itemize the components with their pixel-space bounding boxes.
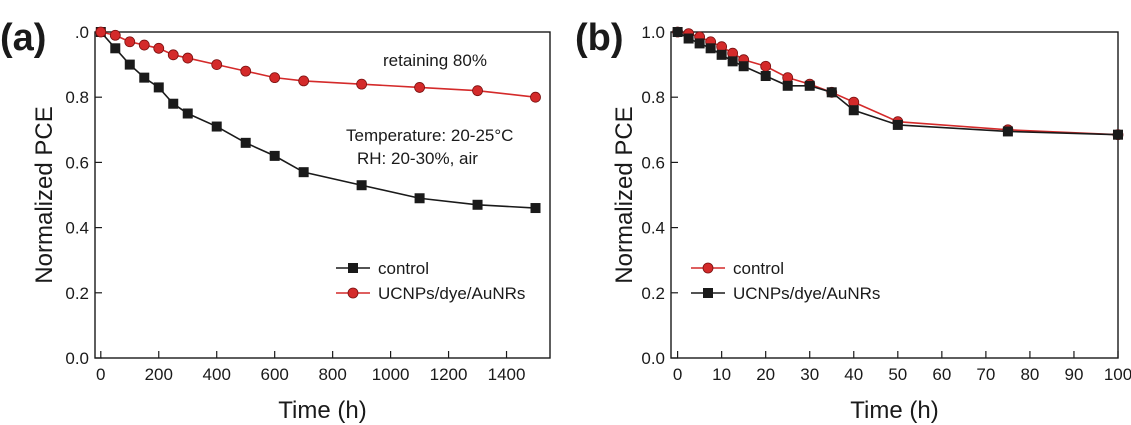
plot-frame	[670, 31, 1119, 359]
panel-label: (a)	[0, 17, 46, 59]
data-point	[1113, 129, 1123, 140]
data-point	[848, 105, 859, 116]
x-tick-label: 80	[1020, 365, 1039, 384]
y-tick-label: 0.6	[641, 153, 665, 172]
x-axis-title: Time (h)	[850, 397, 938, 424]
data-point	[168, 98, 179, 109]
data-point	[211, 59, 223, 70]
x-tick-label: 1400	[488, 365, 526, 384]
y-tick-label: 0.8	[65, 88, 89, 107]
data-point	[694, 38, 705, 49]
data-point	[298, 75, 310, 87]
y-tick-label: 0.6	[65, 153, 89, 172]
x-tick-label: 0	[96, 365, 105, 384]
legend-marker	[348, 263, 358, 273]
y-axis-title: Normalized PCE	[31, 106, 58, 283]
x-tick-label: 200	[145, 365, 173, 384]
legend-label: UCNPs/dye/AuNRs	[378, 284, 525, 303]
data-point	[109, 29, 121, 41]
panel-label: (b)	[575, 17, 624, 59]
data-point	[124, 59, 135, 70]
data-point	[182, 52, 194, 64]
x-tick-label: 50	[888, 365, 907, 384]
data-point	[892, 119, 903, 130]
data-point	[738, 61, 749, 72]
x-tick-label: 400	[203, 365, 231, 384]
y-tick-label: 0.0	[65, 349, 89, 368]
data-point	[530, 203, 541, 214]
y-tick-label: .0	[75, 23, 89, 42]
data-point	[138, 39, 150, 51]
data-point	[672, 27, 683, 37]
panel-b: (b) 0 10 20 30 40 50 60 70 80 90 100 0.0 0.2 0.4 0.6 0.8…	[575, 17, 1131, 424]
x-tick-label: 600	[260, 365, 288, 384]
legend-label: UCNPs/dye/AuNRs	[733, 284, 880, 303]
x-tick-label: 30	[800, 365, 819, 384]
panel-a: (a) 0 200 400 600 800 1000 1200 1400 0.0 0.2 0.4 0.6…	[0, 17, 551, 424]
legend-label: control	[733, 259, 784, 278]
x-tick-label: 20	[756, 365, 775, 384]
y-tick-label: 0.4	[641, 219, 665, 238]
data-point	[110, 43, 121, 54]
x-tick-label: 60	[932, 365, 951, 384]
data-point	[240, 137, 251, 148]
data-point	[414, 193, 425, 204]
data-point	[139, 72, 150, 83]
x-tick-label: 40	[844, 365, 863, 384]
data-point	[760, 60, 772, 72]
data-point	[683, 33, 694, 44]
legend-marker	[347, 287, 359, 299]
x-tick-label: 70	[976, 365, 995, 384]
x-tick-label: 10	[712, 365, 731, 384]
data-point	[269, 150, 280, 161]
y-tick-label: 0.8	[641, 88, 665, 107]
annotation: retaining 80%	[383, 51, 487, 70]
legend-marker	[703, 288, 713, 298]
data-point	[95, 26, 107, 38]
data-point	[705, 43, 716, 54]
annotation: Temperature: 20-25°C	[346, 126, 513, 145]
annotation: RH: 20-30%, air	[357, 149, 478, 168]
data-point	[124, 36, 136, 48]
data-point	[153, 42, 165, 54]
y-axis-title: Normalized PCE	[611, 106, 638, 283]
data-point	[472, 199, 483, 210]
data-point	[804, 80, 815, 91]
data-point	[414, 82, 425, 93]
data-point	[269, 72, 281, 84]
y-tick-label: 0.0	[641, 349, 665, 368]
x-tick-label: 1200	[430, 365, 468, 384]
legend-marker	[702, 262, 714, 274]
y-tick-label: 0.4	[65, 219, 89, 238]
plot-frame	[94, 31, 551, 359]
data-point	[182, 108, 193, 119]
data-point	[298, 167, 309, 178]
data-point	[826, 87, 837, 98]
x-tick-label: 0	[673, 365, 682, 384]
x-tick-label: 800	[318, 365, 346, 384]
data-point	[356, 180, 367, 191]
x-axis-title: Time (h)	[278, 397, 366, 424]
data-point	[211, 121, 222, 132]
data-point	[760, 71, 771, 82]
data-point	[716, 49, 727, 60]
x-tick-label: 90	[1064, 365, 1083, 384]
y-tick-label: 0.2	[641, 284, 665, 303]
data-point	[356, 78, 368, 90]
data-point	[530, 91, 541, 103]
data-point	[240, 65, 252, 77]
data-point	[153, 82, 164, 93]
data-point	[1002, 126, 1013, 137]
y-tick-label: 0.2	[65, 284, 89, 303]
data-point	[472, 85, 483, 97]
legend-label: control	[378, 259, 429, 278]
data-point	[782, 80, 793, 91]
x-tick-label: 100	[1104, 365, 1131, 384]
data-point	[727, 56, 738, 67]
data-point	[167, 49, 179, 61]
x-tick-label: 1000	[372, 365, 410, 384]
y-tick-label: 1.0	[641, 23, 665, 42]
